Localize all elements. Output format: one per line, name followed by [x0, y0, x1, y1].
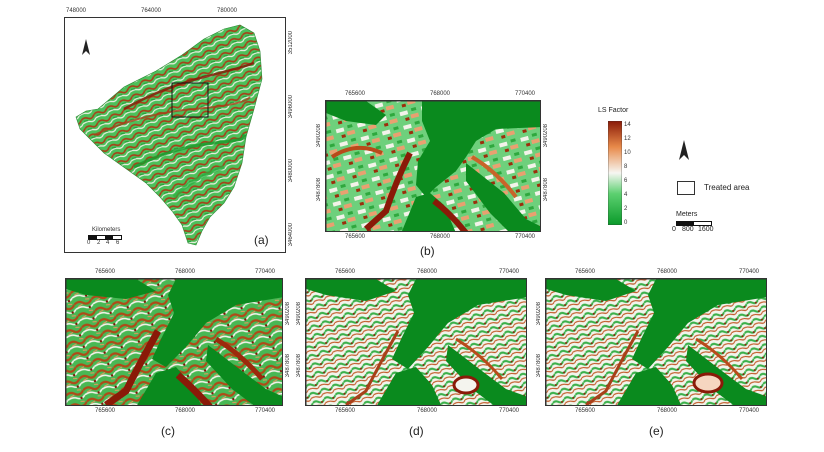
panel-d-top-tick: 768000: [417, 269, 438, 275]
panel-e-bottom-tick: 768000: [657, 408, 678, 414]
study-area-box: [171, 82, 209, 118]
panel-c-label: (c): [161, 424, 175, 438]
treated-area-label: Treated area: [704, 183, 750, 192]
panel-c-raster: [65, 278, 283, 406]
panel-a-right-tick: 3512000: [288, 31, 294, 55]
legend-title: LS Factor: [598, 107, 629, 114]
meters-tick: 0: [672, 226, 676, 233]
panel-a-top-tick: 764000: [141, 8, 162, 14]
panel-c-bottom-tick: 768000: [175, 408, 196, 414]
panel-e: 765600 768000 770400 3490208 3487808 765…: [536, 269, 767, 438]
panel-d-left-tick: 3487808: [296, 354, 302, 378]
panel-e-left-tick: 3487808: [536, 354, 542, 378]
panel-b: 765600 768000 770400 3490208 3487808 349…: [316, 91, 549, 258]
panel-a-top-tick: 748000: [66, 8, 87, 14]
panel-b-left-tick: 3487808: [316, 178, 322, 202]
panel-b-top-tick: 768000: [430, 91, 451, 97]
scalebar-title: Kilometers: [92, 227, 121, 233]
panel-a-right-tick: 3464000: [288, 223, 294, 247]
scalebar-tick: 2: [97, 240, 101, 246]
scalebar-tick: 6: [116, 240, 120, 246]
legend-colorbar: [608, 121, 622, 225]
panel-d-bottom-tick: 768000: [417, 408, 438, 414]
legend-tick: 8: [624, 164, 628, 170]
panel-b-bottom-tick: 770400: [515, 234, 536, 240]
panel-d-bottom-tick: 770400: [499, 408, 520, 414]
panel-c: 765600 768000 770400 3490208 3487808 765…: [65, 269, 291, 438]
watershed-map: [75, 24, 263, 246]
north-arrow-icon: [82, 39, 90, 55]
panel-b-left-tick: 3490208: [316, 124, 322, 148]
panel-d: 765600 768000 770400 3490208 3487808 765…: [296, 269, 527, 438]
panel-c-top-tick: 765600: [95, 269, 116, 275]
panel-b-top-tick: 770400: [515, 91, 536, 97]
panel-a: 748000 764000 780000 3512000 3496000 348…: [64, 8, 294, 253]
panel-e-top-tick: 768000: [657, 269, 678, 275]
panel-b-right-tick: 3487808: [543, 178, 549, 202]
panel-e-bottom-tick: 765600: [575, 408, 596, 414]
panel-c-bottom-tick: 770400: [255, 408, 276, 414]
panel-d-raster: [305, 278, 527, 406]
legend-tick: 10: [624, 150, 631, 156]
panel-c-top-tick: 770400: [255, 269, 276, 275]
panel-c-top-tick: 768000: [175, 269, 196, 275]
panel-d-top-tick: 770400: [499, 269, 520, 275]
panel-b-bottom-tick: 765600: [345, 234, 366, 240]
panel-b-label: (b): [420, 244, 435, 258]
meters-title: Meters: [676, 211, 698, 218]
panel-a-right-tick: 3496000: [288, 95, 294, 119]
legend-tick: 0: [624, 220, 628, 226]
meters-bar: [676, 221, 712, 226]
scalebar-meters: Meters 0 800 1600: [672, 211, 732, 237]
legend-tick: 2: [624, 206, 628, 212]
scalebar-bar: [88, 235, 122, 240]
legend-tick: 14: [624, 122, 631, 128]
ls-factor-legend: LS Factor 14 12 10 8 6 4 2 0: [598, 107, 660, 237]
panel-d-label: (d): [409, 424, 424, 438]
panel-b-raster: [325, 100, 541, 232]
panel-d-bottom-tick: 765600: [335, 408, 356, 414]
scalebar-a: Kilometers 0 2 4 6: [86, 227, 126, 249]
panel-c-bottom-tick: 765600: [95, 408, 116, 414]
panel-e-left-tick: 3490208: [536, 302, 542, 326]
panel-e-raster: [545, 278, 767, 406]
scalebar-tick: 4: [106, 240, 110, 246]
panel-e-bottom-tick: 770400: [739, 408, 760, 414]
panel-a-top-tick: 780000: [217, 8, 238, 14]
legend-tick: 12: [624, 136, 631, 142]
legend-tick: 4: [624, 192, 628, 198]
scalebar-tick: 0: [87, 240, 91, 246]
panel-b-top-tick: 765600: [345, 91, 366, 97]
panel-b-bottom-tick: 768000: [430, 234, 451, 240]
panel-c-right-tick: 3487808: [285, 354, 291, 378]
panel-e-top-tick: 765600: [575, 269, 596, 275]
panel-a-label: (a): [254, 233, 269, 247]
meters-tick: 800: [682, 226, 694, 233]
panel-d-left-tick: 3490208: [296, 302, 302, 326]
meters-tick: 1600: [698, 226, 714, 233]
north-arrow-icon: [679, 140, 689, 160]
panel-e-label: (e): [649, 424, 664, 438]
panel-e-top-tick: 770400: [739, 269, 760, 275]
panel-c-right-tick: 3490208: [285, 302, 291, 326]
treated-area-swatch: [677, 181, 695, 195]
panel-a-right-tick: 3480000: [288, 159, 294, 183]
panel-d-top-tick: 765600: [335, 269, 356, 275]
legend-tick: 6: [624, 178, 628, 184]
panel-b-right-tick: 3490208: [543, 124, 549, 148]
